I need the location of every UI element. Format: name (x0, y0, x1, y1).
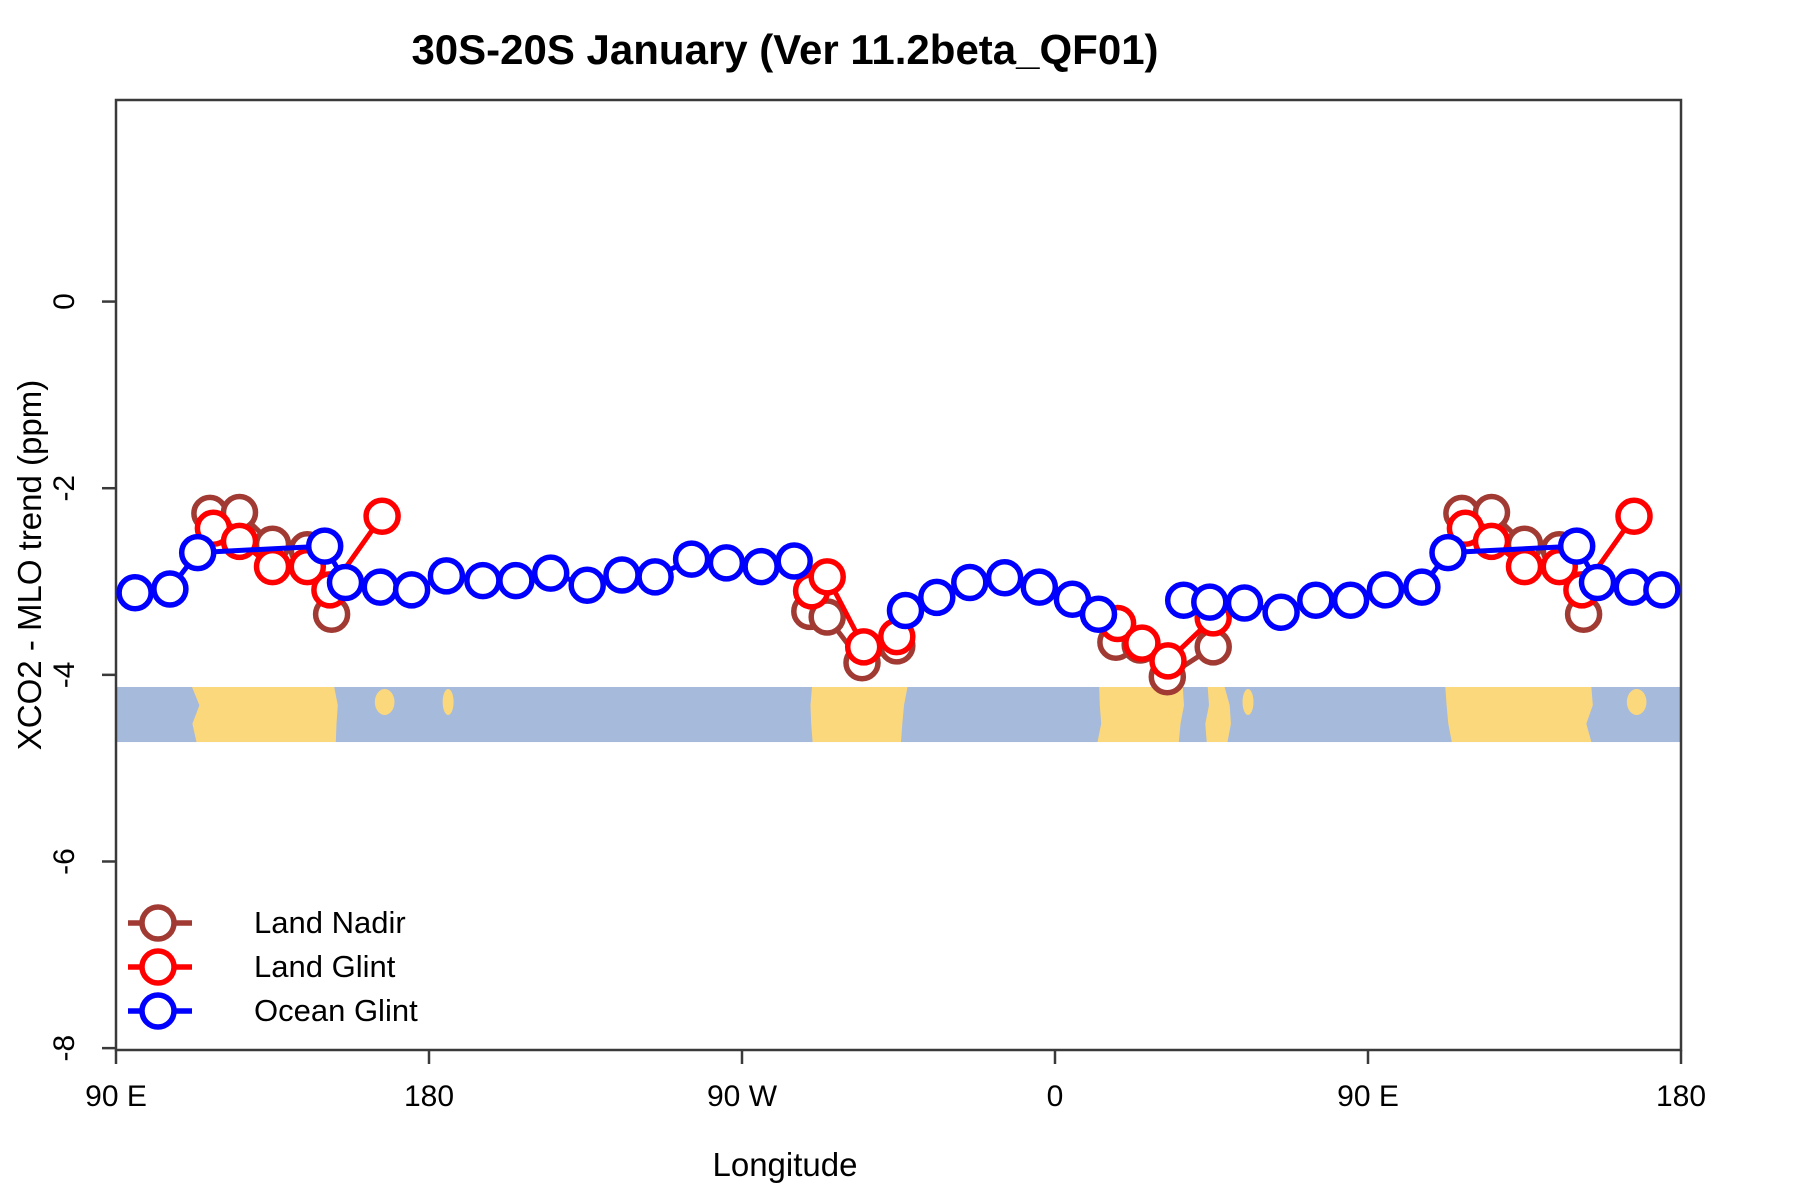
x-axis-title: Longitude (712, 1146, 858, 1183)
legend-label-land-glint: Land Glint (254, 949, 396, 984)
data-point-land-glint (1123, 624, 1161, 662)
data-point-ocean-glint (672, 540, 711, 578)
x-tick-label: 180 (1656, 1080, 1706, 1113)
data-point-ocean-glint (636, 558, 674, 596)
data-point-ocean-glint (603, 556, 641, 594)
data-point-ocean-glint (1366, 571, 1405, 609)
plot-border (114, 98, 1683, 1052)
legend-item-land-glint: Land Glint (126, 945, 418, 989)
y-axis-title: XCO2 - MLO trend (ppm) (11, 379, 48, 751)
data-point-ocean-glint (1297, 581, 1335, 619)
data-point-ocean-glint (1225, 584, 1264, 622)
x-tick-label: 90 E (1337, 1080, 1399, 1113)
chart-title: 30S-20S January (Ver 11.2beta_QF01) (411, 26, 1159, 73)
data-point-ocean-glint (1578, 563, 1617, 602)
data-point-ocean-glint (326, 563, 365, 602)
legend-label-land-nadir: Land Nadir (254, 905, 406, 940)
data-point-ocean-glint (886, 591, 925, 630)
data-point-ocean-glint (1557, 527, 1596, 565)
data-point-ocean-glint (707, 544, 746, 582)
data-point-ocean-glint (151, 570, 189, 608)
data-point-ocean-glint (361, 568, 400, 606)
data-point-ocean-glint (116, 573, 154, 612)
x-tick-label: 90 W (707, 1080, 778, 1113)
y-tick-label: -2 (48, 475, 81, 502)
legend-marker-ocean-glint-icon (128, 992, 192, 1030)
data-point-ocean-glint (1403, 568, 1441, 606)
data-point-land-glint (1149, 642, 1187, 680)
legend: Land Nadir Land Glint Ocean Glint (126, 901, 418, 1033)
data-point-land-glint (363, 497, 401, 535)
data-point-ocean-glint (392, 571, 431, 609)
data-point-ocean-glint (1331, 581, 1370, 619)
data-point-land-glint (844, 628, 883, 666)
map-strip-land (1626, 688, 1647, 715)
y-tick-label: 0 (48, 293, 81, 310)
data-point-ocean-glint (464, 561, 502, 600)
data-point-ocean-glint (951, 563, 989, 602)
x-tick-label: 180 (404, 1080, 454, 1113)
data-point-ocean-glint (1429, 533, 1467, 572)
data-point-ocean-glint (497, 561, 535, 600)
legend-item-land-nadir: Land Nadir (126, 901, 418, 945)
data-point-ocean-glint (531, 554, 570, 592)
data-point-ocean-glint (775, 542, 813, 580)
data-point-ocean-glint (918, 578, 956, 617)
legend-item-ocean-glint: Ocean Glint (126, 989, 418, 1033)
data-point-ocean-glint (568, 566, 606, 605)
data-point-ocean-glint (1079, 595, 1118, 633)
data-point-ocean-glint (427, 557, 466, 595)
map-strip-land (1445, 687, 1593, 742)
map-strip-land (1097, 687, 1184, 742)
data-point-land-glint (808, 558, 846, 596)
data-point-ocean-glint (305, 527, 344, 565)
y-tick-label: -6 (48, 848, 81, 875)
map-strip-land (1242, 688, 1254, 715)
map-strip-land (374, 688, 395, 715)
legend-marker-land-nadir-icon (128, 904, 192, 942)
data-point-ocean-glint (1262, 593, 1300, 632)
map-strip-land (192, 687, 338, 742)
data-point-land-glint (1505, 547, 1544, 586)
map-strip-land (442, 688, 454, 715)
data-point-land-glint (1615, 497, 1653, 535)
legend-label-ocean-glint: Ocean Glint (254, 993, 418, 1028)
data-point-ocean-glint (985, 559, 1024, 597)
y-tick-label: -4 (48, 662, 81, 689)
data-point-ocean-glint (178, 533, 217, 572)
x-tick-label: 90 E (85, 1080, 147, 1113)
data-point-land-glint (253, 547, 292, 586)
data-point-ocean-glint (1020, 568, 1059, 606)
data-point-ocean-glint (742, 547, 780, 586)
y-tick-label: -8 (48, 1035, 81, 1062)
legend-marker-land-glint-icon (128, 948, 192, 986)
map-strip-land (810, 687, 908, 742)
data-point-ocean-glint (1643, 571, 1681, 609)
x-tick-label: 0 (1047, 1080, 1064, 1113)
map-strip-land (1205, 687, 1231, 742)
data-point-ocean-glint (1191, 583, 1229, 621)
